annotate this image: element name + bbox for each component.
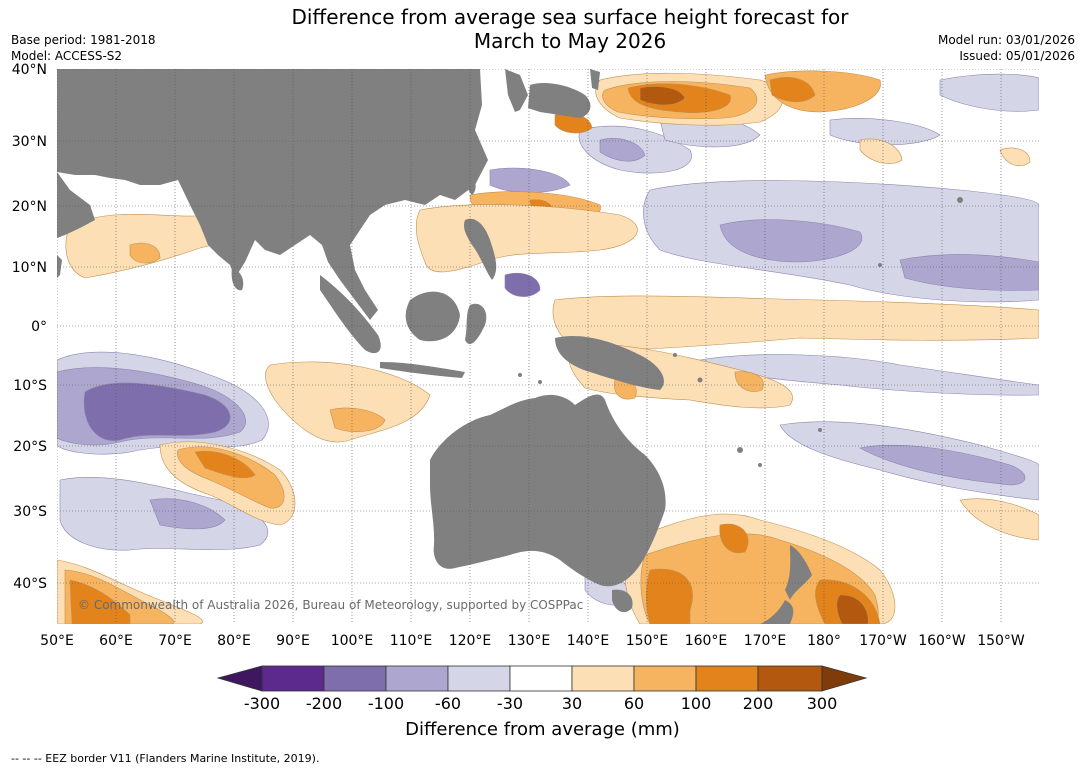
lon-label: 70°E — [158, 633, 192, 649]
lon-label: 110°E — [390, 633, 433, 649]
new-guinea — [555, 335, 664, 390]
colorbar-tick: -200 — [305, 694, 343, 713]
title-line-1: Difference from average sea surface heig… — [291, 5, 849, 29]
colorbar-swatch — [385, 665, 449, 692]
colorbar-tick: 30 — [561, 694, 583, 713]
colorbar-extend-high — [821, 665, 868, 692]
colorbar — [216, 665, 868, 692]
borneo — [405, 291, 460, 342]
colorbar-extend-low — [216, 665, 263, 692]
lon-label: 60°E — [99, 633, 133, 649]
colorbar-swatch — [571, 665, 635, 692]
java — [380, 362, 465, 378]
colorbar-swatch — [509, 665, 573, 692]
lon-label: 170°E — [744, 633, 787, 649]
taiwan — [467, 175, 476, 195]
lat-label: 10°S — [13, 378, 47, 394]
copyright-notice: © Commonwealth of Australia 2026, Bureau… — [78, 598, 584, 612]
lon-label: 150°W — [977, 633, 1025, 649]
colorbar-swatch — [757, 665, 823, 692]
asia-landmass — [57, 69, 488, 320]
eez-footnote: -- -- -- EEZ border V11 (Flanders Marine… — [11, 752, 320, 765]
colorbar-tick: 60 — [623, 694, 645, 713]
lat-label: 30°N — [12, 134, 47, 150]
land-masses — [57, 69, 963, 624]
colorbar-swatch — [633, 665, 697, 692]
lon-label: 50°E — [40, 633, 74, 649]
base-period: Base period: 1981-2018 — [11, 33, 156, 47]
new-zealand-north — [785, 545, 812, 600]
colorbar-swatch — [323, 665, 387, 692]
philippines — [463, 218, 497, 280]
colorbar-tick: -60 — [434, 694, 462, 713]
colorbar-swatch — [695, 665, 759, 692]
map-title: Difference from average sea surface heig… — [0, 5, 1085, 53]
lon-label: 80°E — [217, 633, 251, 649]
lon-label: 100°E — [331, 633, 374, 649]
colorbar-tick: 300 — [806, 694, 838, 713]
gridlines — [57, 69, 1039, 624]
latitude-labels: 40°N 30°N 20°N 10°N 0° 10°S 20°S 30°S 40… — [12, 62, 47, 592]
colorbar-tick: -30 — [496, 694, 524, 713]
lon-label: 150°E — [626, 633, 669, 649]
meta-left: Base period: 1981-2018 Model: ACCESS-S2 — [11, 32, 156, 64]
lon-label: 160°E — [685, 633, 728, 649]
lon-label: 170°W — [859, 633, 907, 649]
model-run: Model run: 03/01/2026 — [937, 33, 1075, 47]
colorbar-tick: -100 — [367, 694, 405, 713]
sumatra — [320, 275, 381, 354]
sri-lanka — [231, 268, 244, 291]
lat-label: 10°N — [12, 260, 47, 276]
longitude-labels: 50°E 60°E 70°E 80°E 90°E 100°E 110°E 120… — [40, 633, 1025, 649]
lon-label: 160°W — [918, 633, 966, 649]
positive-anomalies — [57, 70, 1039, 624]
lon-label: 180° — [807, 633, 841, 649]
lat-label: 30°S — [13, 504, 47, 520]
lat-label: 20°S — [13, 439, 47, 455]
lon-label: 90°E — [276, 633, 310, 649]
arabia-landmass — [57, 172, 95, 238]
new-zealand-south — [760, 600, 794, 624]
lat-label: 20°N — [12, 199, 47, 215]
colorbar-tick: -300 — [243, 694, 281, 713]
africa-horn — [57, 255, 62, 278]
lat-label: 40°N — [12, 62, 47, 78]
colorbar-swatch — [261, 665, 325, 692]
australia-landmass — [430, 394, 666, 587]
colorbar-tick: 200 — [742, 694, 774, 713]
lat-label: 40°S — [13, 576, 47, 592]
colorbar-swatch — [447, 665, 511, 692]
map-panel: 40°N 30°N 20°N 10°N 0° 10°S 20°S 30°S 40… — [12, 62, 1039, 649]
colorbar-label: Difference from average (mm) — [405, 719, 680, 740]
issued-date: Issued: 05/01/2026 — [959, 49, 1075, 63]
lon-label: 130°E — [508, 633, 551, 649]
title-line-2: March to May 2026 — [473, 29, 667, 53]
sulawesi — [465, 303, 487, 345]
map-content — [57, 69, 1039, 624]
meta-right: Model run: 03/01/2026 Issued: 05/01/2026 — [938, 32, 1075, 64]
lon-label: 140°E — [567, 633, 610, 649]
model-name: Model: ACCESS-S2 — [11, 49, 123, 63]
lat-label: 0° — [31, 319, 47, 335]
tasmania — [612, 589, 633, 613]
colorbar-tick: 100 — [680, 694, 712, 713]
lon-label: 120°E — [449, 633, 492, 649]
